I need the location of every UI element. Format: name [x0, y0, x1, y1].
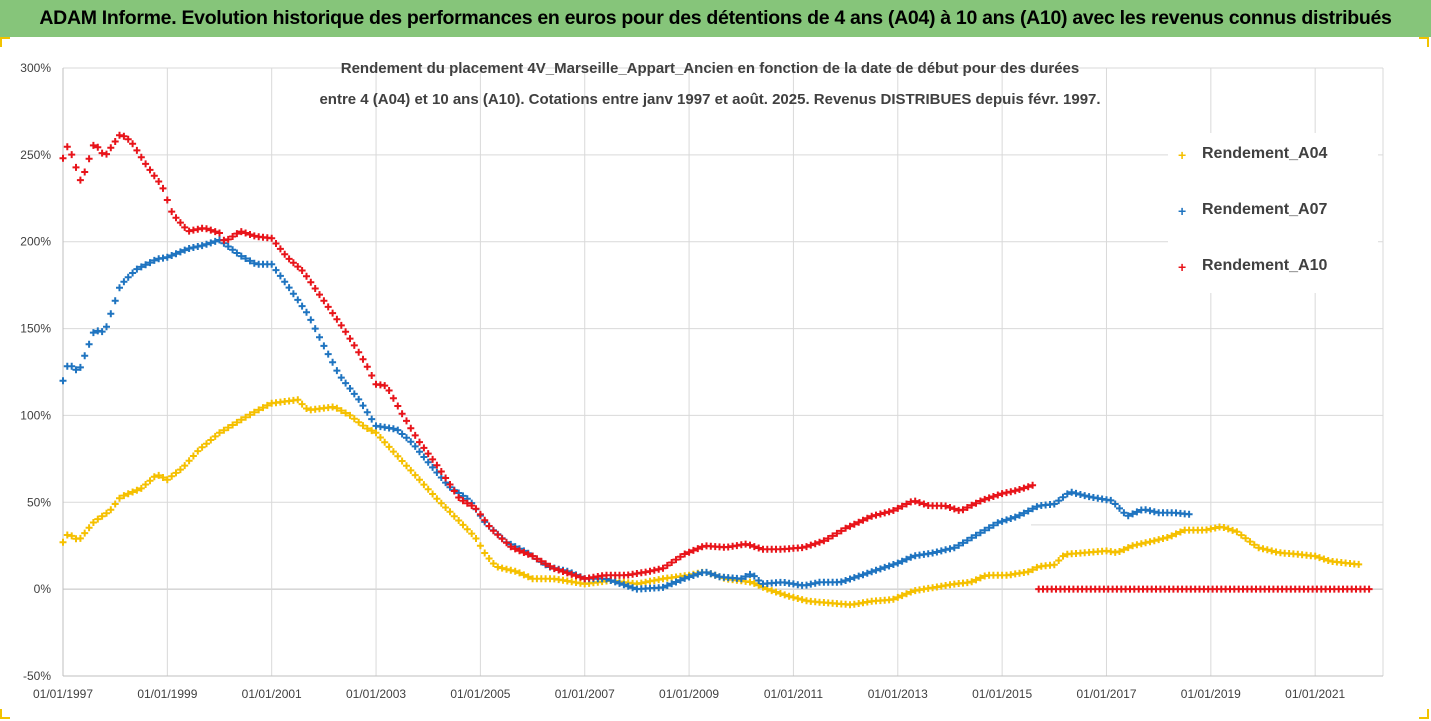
x-tick-label: 01/01/2017: [1076, 687, 1136, 701]
series-rendement_a04: [59, 396, 1363, 609]
chart-area: -50% 0% 50% 100% 150% 200% 250% 300% 01/01/1997 0…: [0, 37, 1431, 721]
chart-grid: [62, 67, 1384, 677]
x-tick-label: 01/01/2011: [764, 687, 823, 701]
y-tick-label: 50%: [27, 495, 51, 509]
legend-marker-a10: +: [1178, 259, 1187, 275]
series-markers: [1035, 585, 1373, 593]
x-tick-label: 01/01/2003: [346, 687, 406, 701]
frame-corner-br: [1419, 709, 1429, 719]
y-tick-label: 200%: [20, 235, 51, 249]
chart-title-line-1: Rendement du placement 4V_Marseille_Appa…: [340, 60, 1080, 77]
x-tick-label: 01/01/2005: [450, 687, 510, 701]
chart-svg: -50% 0% 50% 100% 150% 200% 250% 300% 01/01/1997 0…: [20, 61, 1384, 701]
legend-marker-a04: +: [1178, 147, 1187, 163]
series-markers: [59, 236, 1193, 593]
x-tick-label: 01/01/2021: [1285, 687, 1345, 701]
series-rendement_a07: [59, 236, 1193, 593]
series-rendement_a10: [59, 131, 1037, 583]
frame-corner-tr: [1419, 37, 1429, 47]
legend-label-a10: Rendement_A10: [1202, 257, 1328, 274]
series-rendement_a10: [1035, 585, 1373, 593]
x-tick-label: 01/01/2001: [242, 687, 302, 701]
y-tick-label: -50%: [23, 669, 51, 683]
x-tick-label: 01/01/1999: [137, 687, 197, 701]
chart-legend: + Rendement_A04 + Rendement_A07 + Rendem…: [1168, 133, 1378, 293]
x-tick-label: 01/01/2007: [555, 687, 615, 701]
series-markers: [59, 131, 1037, 583]
legend-marker-a07: +: [1178, 203, 1187, 219]
x-tick-label: 01/01/2019: [1181, 687, 1241, 701]
chart-axes: -50% 0% 50% 100% 150% 200% 250% 300% 01/01/1997 0…: [20, 61, 1383, 701]
y-tick-label: 0%: [34, 582, 52, 596]
x-tick-label: 01/01/2013: [868, 687, 928, 701]
x-tick-label: 01/01/2015: [972, 687, 1032, 701]
frame-corner-bl: [0, 709, 10, 719]
x-tick-label: 01/01/1997: [33, 687, 93, 701]
legend-label-a07: Rendement_A07: [1202, 201, 1328, 218]
y-tick-label: 300%: [20, 61, 51, 75]
legend-label-a04: Rendement_A04: [1202, 145, 1328, 162]
y-tick-label: 250%: [20, 148, 51, 162]
chart-series: [59, 131, 1373, 609]
y-tick-label: 100%: [20, 408, 51, 422]
y-tick-label: 150%: [20, 322, 51, 336]
chart-title-line-2: entre 4 (A04) et 10 ans (A10). Cotations…: [319, 91, 1101, 108]
frame-corner-tl: [0, 37, 10, 47]
report-header-title: ADAM Informe. Evolution historique des p…: [0, 0, 1431, 37]
x-tick-label: 01/01/2009: [659, 687, 719, 701]
series-markers: [59, 396, 1363, 609]
